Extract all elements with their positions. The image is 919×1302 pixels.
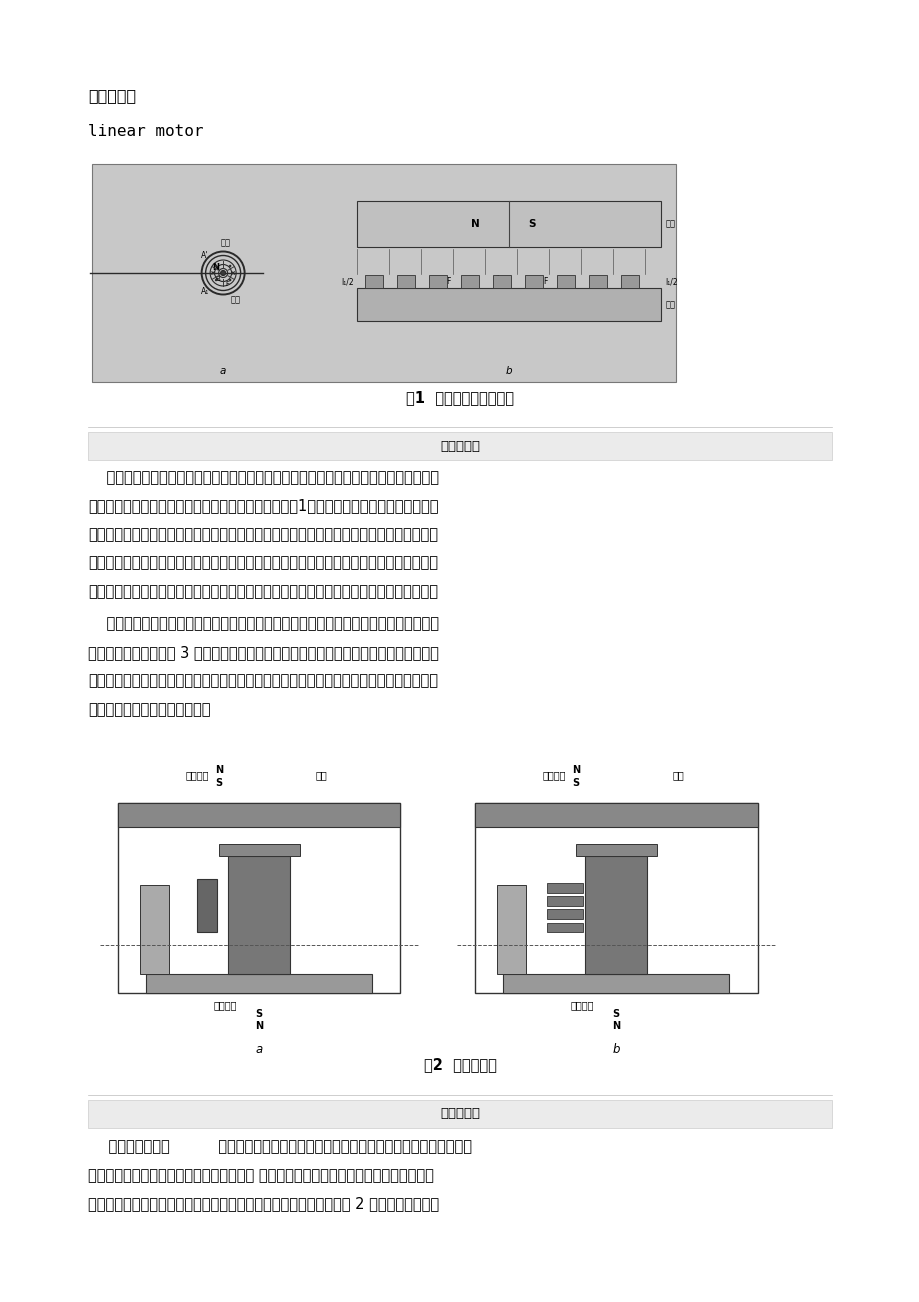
Text: F: F [225, 281, 229, 286]
Text: linear motor: linear motor [88, 124, 203, 139]
Text: A': A' [200, 251, 208, 260]
Bar [588, 275, 607, 288]
Bar [474, 802, 756, 992]
Text: 电枢: 电枢 [664, 299, 675, 309]
Circle shape [215, 264, 217, 267]
Circle shape [229, 264, 232, 267]
Bar [88, 1099, 831, 1128]
Text: 分摩擦力较小，动作比较灵活。: 分摩擦力较小，动作比较灵活。 [88, 702, 210, 717]
Text: 直流供电的直线电动机。由一套磁极和一组绕组构成。绕组中的电: 直流供电的直线电动机。由一套磁极和一组绕组构成。绕组中的电 [209, 1139, 471, 1155]
Text: b: b [612, 1043, 619, 1056]
Text: N: N [572, 764, 580, 775]
Bar [146, 974, 372, 992]
Text: 中央磁极: 中央磁极 [213, 1000, 237, 1010]
Text: 个主要部分。在电磁力的作用下，动子带动外界负载运动作功。在需要直线运动的地方，采: 个主要部分。在电磁力的作用下，动子带动外界负载运动作功。在需要直线运动的地方，采 [88, 527, 437, 542]
Bar [141, 885, 168, 974]
Text: 直线同步电动机。以前 3 种应用较多。按结构可分为单边型和双边型两种。在单边型结构: 直线同步电动机。以前 3 种应用较多。按结构可分为单边型和双边型两种。在单边型结… [88, 644, 438, 660]
Bar [547, 923, 582, 932]
Bar [365, 275, 382, 288]
Circle shape [229, 279, 232, 281]
Text: S: S [528, 219, 536, 229]
Text: 直线电动机: 直线电动机 [439, 1107, 480, 1120]
Bar [197, 879, 217, 932]
Bar [547, 896, 582, 906]
Text: 图2  音圈电动机: 图2 音圈电动机 [423, 1057, 496, 1073]
Text: 图1  直线电动机原理结构: 图1 直线电动机原理结构 [405, 391, 514, 405]
Bar [547, 910, 582, 919]
Text: 线圈: 线圈 [672, 771, 684, 780]
Bar [88, 432, 831, 460]
Text: II: II [494, 275, 499, 284]
Text: 中央磁极: 中央磁极 [570, 1000, 594, 1010]
Text: 直流直线电动机: 直流直线电动机 [88, 1139, 170, 1155]
Text: 中，定子和动子之间受有较大的单边磁拉力。双边型结构由于两边磁拉力互相平衡，支承部: 中，定子和动子之间受有较大的单边磁拉力。双边型结构由于两边磁拉力互相平衡，支承部 [88, 673, 437, 689]
Bar [620, 275, 638, 288]
Text: 直线电动机: 直线电动机 [88, 89, 136, 103]
Text: 磁极: 磁极 [664, 220, 675, 228]
Bar [584, 855, 647, 974]
Text: N: N [212, 263, 220, 272]
Bar [219, 844, 300, 855]
Text: N: N [215, 764, 222, 775]
Text: S: S [215, 777, 222, 788]
Text: l₁/2: l₁/2 [340, 277, 353, 286]
Text: a: a [255, 1043, 263, 1056]
Bar [497, 885, 525, 974]
Text: 永久磁铁: 永久磁铁 [185, 771, 209, 780]
Text: 看作是由相应旋转电机沿径向切开，拉直演变而成（图1）。直线电动机包括定子和动子两: 看作是由相应旋转电机沿径向切开，拉直演变而成（图1）。直线电动机包括定子和动子两 [88, 499, 438, 513]
Text: A₁: A₁ [200, 288, 209, 297]
Bar [397, 275, 414, 288]
Bar [118, 802, 400, 827]
Text: 电枢: 电枢 [230, 296, 240, 303]
Text: 直线电动机: 直线电动机 [439, 440, 480, 453]
Text: 直线电动机按原理分为直流直线电动机、交流直线异步电动机、直线步进电动机和交流: 直线电动机按原理分为直流直线电动机、交流直线异步电动机、直线步进电动机和交流 [88, 617, 438, 631]
Text: b: b [505, 366, 512, 376]
Text: a: a [220, 366, 226, 376]
Text: F: F [446, 277, 450, 286]
Bar [429, 275, 447, 288]
Bar [357, 201, 661, 247]
Circle shape [221, 271, 225, 276]
Text: N: N [255, 1021, 263, 1030]
Text: B: B [216, 276, 221, 283]
Text: 利用电能直接产生直线运动的电动机。其原理与相应的旋转式电动机相似，在结构上可: 利用电能直接产生直线运动的电动机。其原理与相应的旋转式电动机相似，在结构上可 [88, 470, 438, 486]
Circle shape [215, 279, 217, 281]
Text: S: S [612, 1009, 619, 1018]
Bar [547, 883, 582, 892]
Bar [92, 164, 675, 381]
Text: S: S [255, 1009, 263, 1018]
Bar [118, 802, 400, 992]
Text: F: F [543, 277, 548, 286]
Text: 流有的通过电刷和换向片结构引入，称刷型 有的不经换向器和电刷，直接用导线引入，称: 流有的通过电刷和换向片结构引入，称刷型 有的不经换向器和电刷，直接用导线引入，称 [88, 1168, 434, 1184]
Text: N: N [471, 219, 480, 229]
Text: 控制系统。大功率的直线电动机还常用于电气铁路高速列车的牵引、鱼雷的发射等装备中。: 控制系统。大功率的直线电动机还常用于电气铁路高速列车的牵引、鱼雷的发射等装备中。 [88, 585, 437, 599]
Text: 线圈: 线圈 [315, 771, 327, 780]
Bar [575, 844, 656, 855]
Bar [228, 855, 289, 974]
Bar [493, 275, 510, 288]
Bar [525, 275, 542, 288]
Text: 永久磁铁: 永久磁铁 [541, 771, 565, 780]
Bar [474, 802, 756, 827]
Text: 用直线电动机可使装置的总体结构得到简化。直线电动机较多地应用于各种定位系统和自动: 用直线电动机可使装置的总体结构得到简化。直线电动机较多地应用于各种定位系统和自动 [88, 556, 437, 570]
Text: 无刷型。直流直线电动机从结构上还可分为动极式和动圈式两种。图 2 所示为圆柱式直流: 无刷型。直流直线电动机从结构上还可分为动极式和动圈式两种。图 2 所示为圆柱式直… [88, 1197, 438, 1211]
Text: N: N [611, 1021, 619, 1030]
Bar [557, 275, 574, 288]
Bar [503, 974, 729, 992]
Text: 磁极: 磁极 [220, 238, 230, 247]
Bar [460, 275, 479, 288]
Bar [357, 288, 661, 322]
Text: S: S [572, 777, 579, 788]
Text: l₁/2: l₁/2 [664, 277, 677, 286]
